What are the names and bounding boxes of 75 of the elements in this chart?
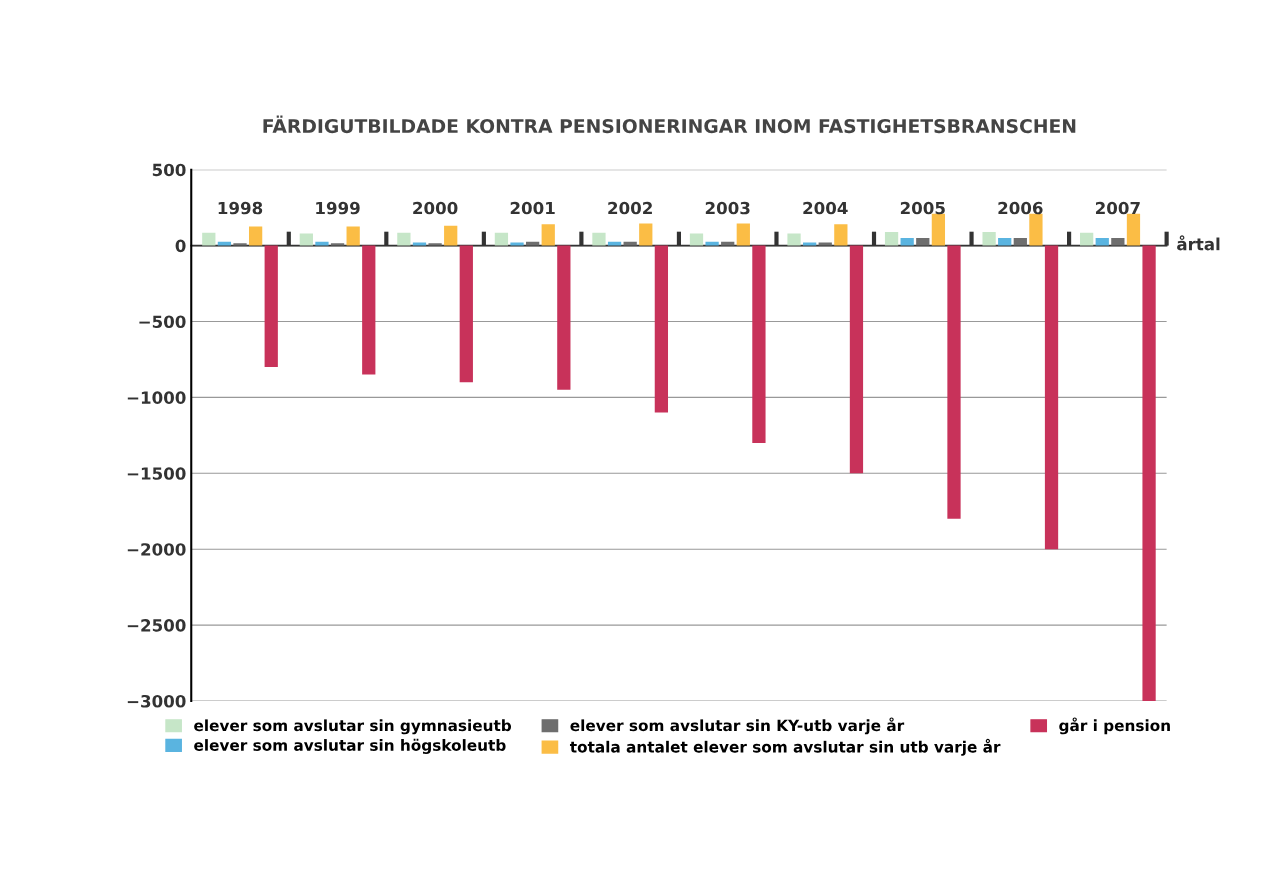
x-tick-label: 2000 xyxy=(413,201,458,215)
bar xyxy=(1013,237,1027,246)
bar xyxy=(526,241,540,246)
y-tick-label: −1500 xyxy=(127,467,186,480)
bar xyxy=(217,241,232,246)
bar xyxy=(362,245,376,375)
bar xyxy=(330,243,345,246)
y-tick-label: −500 xyxy=(139,315,186,329)
x-tick-label: 2001 xyxy=(510,201,555,215)
bar xyxy=(623,241,637,246)
bar xyxy=(397,232,411,246)
bar xyxy=(607,241,622,246)
bar xyxy=(1126,213,1141,246)
bar xyxy=(705,241,719,246)
bar xyxy=(884,231,899,246)
bar xyxy=(834,224,848,246)
legend-label: totala antalet elever som avslutar sin utb varje år xyxy=(569,738,1001,756)
y-tick-label: −1000 xyxy=(127,391,186,404)
bar xyxy=(639,223,653,246)
chart-title: FÄRDIGUTBILDADE KONTRA PENSIONERINGAR INOM FASTIGHETSBRANSCHEN xyxy=(263,115,1076,134)
bar xyxy=(1080,232,1094,246)
bar xyxy=(947,245,961,519)
x-tick-label: 2005 xyxy=(900,201,945,215)
bar xyxy=(510,242,524,246)
y-tick-label: 0 xyxy=(175,239,186,253)
bar xyxy=(916,237,930,246)
bar xyxy=(818,242,832,246)
bar xyxy=(541,224,555,246)
bar xyxy=(1095,237,1109,246)
x-tick-label: 1999 xyxy=(316,201,360,215)
bar xyxy=(444,225,458,246)
bar xyxy=(346,226,360,246)
x-tick-label: 2006 xyxy=(998,201,1043,215)
bar xyxy=(557,245,571,390)
bar xyxy=(689,233,704,246)
bar xyxy=(315,241,329,246)
bar xyxy=(412,242,427,246)
bar xyxy=(900,237,914,246)
bar xyxy=(1111,237,1125,246)
bar xyxy=(299,233,313,246)
bar xyxy=(736,223,750,246)
x-tick-label: 2003 xyxy=(705,201,750,215)
bar xyxy=(459,245,473,383)
bar xyxy=(982,231,996,246)
bar xyxy=(752,245,766,443)
y-tick-label: −2000 xyxy=(127,543,186,556)
bar xyxy=(248,226,263,246)
y-tick-label: −3000 xyxy=(127,694,186,708)
bar xyxy=(202,232,216,246)
bar xyxy=(1142,245,1156,701)
bar xyxy=(803,242,817,246)
legend-label: går i pension xyxy=(1059,717,1170,735)
legend-label: elever som avslutar sin högskoleutb xyxy=(194,738,506,754)
x-tick-label: 2004 xyxy=(803,201,848,215)
bar xyxy=(592,232,606,246)
legend-label: elever som avslutar sin gymnasieutb xyxy=(194,719,512,735)
bar xyxy=(233,243,247,246)
bar xyxy=(787,233,801,246)
x-tick-label: 1998 xyxy=(218,201,263,215)
bar xyxy=(721,241,735,246)
bar xyxy=(494,232,509,246)
x-axis-title: årtal xyxy=(1177,235,1220,251)
x-tick-label: 2002 xyxy=(608,201,652,215)
bar xyxy=(428,243,442,246)
bar xyxy=(264,245,278,368)
y-tick-label: −2500 xyxy=(127,619,186,632)
bar xyxy=(1029,213,1043,246)
bar xyxy=(931,213,946,246)
bar xyxy=(654,245,669,413)
bar xyxy=(1044,245,1059,550)
x-tick-label: 2007 xyxy=(1095,201,1140,215)
y-tick-label: 500 xyxy=(152,163,186,177)
bar xyxy=(998,237,1012,246)
bar xyxy=(849,245,864,474)
legend-label: elever som avslutar sin KY-utb varje år xyxy=(570,717,905,735)
